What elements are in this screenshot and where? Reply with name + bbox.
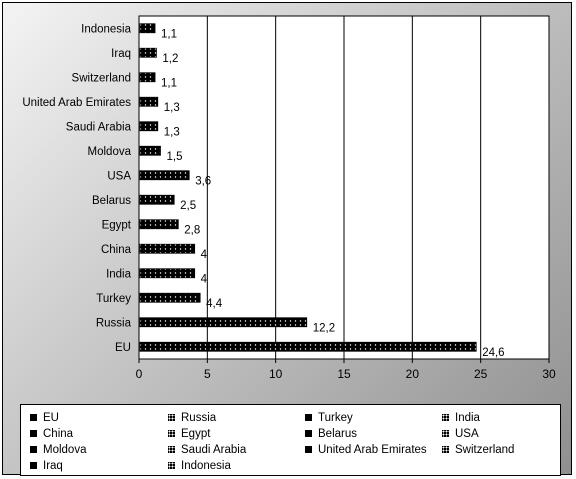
legend-swatch (305, 446, 312, 453)
legend-label: India (455, 412, 480, 424)
legend-swatch (442, 446, 449, 453)
legend-item: Switzerland (442, 443, 514, 457)
bars (139, 23, 477, 352)
data-label: 1,2 (162, 53, 178, 65)
data-label: 2,5 (180, 200, 196, 212)
legend-label: Russia (181, 412, 217, 424)
data-label: 12,2 (313, 322, 335, 334)
category-label: China (101, 244, 132, 256)
data-label: 3,6 (195, 175, 211, 187)
legend-label: Egypt (181, 428, 211, 440)
legend-item: United Arab Emirates (305, 443, 427, 457)
data-label: 1,1 (161, 28, 177, 40)
category-label: Saudi Arabia (66, 121, 132, 133)
legend-swatch (30, 430, 37, 437)
x-tick-label: 25 (474, 367, 488, 381)
legend-label: Iraq (43, 460, 63, 472)
legend-swatch (168, 446, 175, 453)
legend-item: Iraq (30, 459, 63, 473)
legend-item: China (30, 427, 73, 441)
legend: EU Russia Turkey India China Egypt Belarus USA M… (20, 404, 561, 476)
legend-label: United Arab Emirates (318, 444, 427, 456)
legend-label: Saudi Arabia (181, 444, 247, 456)
category-label: Switzerland (72, 72, 131, 84)
legend-item: Turkey (305, 411, 353, 425)
legend-item: Egypt (168, 427, 210, 441)
category-label: Moldova (88, 146, 132, 158)
x-tick-label: 5 (204, 367, 211, 381)
legend-swatch (168, 462, 175, 469)
bar (139, 145, 161, 156)
category-labels: EU Russia Turkey India China Egypt Belarus USA M… (22, 23, 131, 354)
legend-label: Indonesia (181, 460, 231, 472)
chart-frame: EU Russia Turkey India China Egypt Belarus USA M… (2, 2, 572, 476)
bar (139, 194, 175, 205)
bar (139, 72, 156, 83)
legend-swatch (442, 414, 449, 421)
legend-item: EU (30, 411, 59, 425)
data-label: 1,5 (167, 151, 183, 163)
legend-label: China (43, 428, 74, 440)
legend-item: Belarus (305, 427, 357, 441)
category-label: India (106, 268, 132, 280)
legend-label: USA (455, 428, 479, 440)
legend-label: Turkey (318, 412, 353, 424)
legend-item: India (442, 411, 480, 425)
legend-label: Switzerland (455, 444, 515, 456)
legend-swatch (168, 414, 175, 421)
legend-item: Moldova (30, 443, 86, 457)
category-label: Russia (96, 317, 132, 329)
category-label: United Arab Emirates (22, 97, 131, 109)
legend-item: Indonesia (168, 459, 231, 473)
legend-item: Russia (168, 411, 216, 425)
category-label: Indonesia (81, 23, 131, 35)
data-label: 1,3 (164, 102, 180, 114)
legend-item: USA (442, 427, 479, 441)
category-label: Turkey (96, 293, 131, 305)
data-label: 24,6 (482, 347, 504, 359)
category-label: Iraq (111, 48, 131, 60)
category-label: USA (107, 170, 131, 182)
data-labels: 24,6 12,2 4,4 4 4 2,8 2,5 3,6 1,5 1,3 1,3 1,1 1,2 1,1 (161, 28, 505, 359)
category-label: Egypt (102, 219, 132, 231)
bar (139, 121, 159, 132)
bar (139, 219, 179, 230)
data-label: 2,8 (184, 224, 200, 236)
bar (139, 292, 201, 303)
x-tick-label: 30 (542, 367, 556, 381)
data-label: 4,4 (206, 298, 223, 310)
x-axis-ticks: 0 5 10 15 20 25 30 (136, 359, 556, 381)
legend-swatch (30, 446, 37, 453)
x-tick-label: 10 (269, 367, 283, 381)
bar (139, 47, 157, 58)
category-label: Belarus (92, 195, 131, 207)
data-label: 4 (201, 273, 208, 285)
legend-swatch (442, 430, 449, 437)
bar (139, 317, 308, 328)
gridlines (206, 16, 482, 359)
bar (139, 268, 196, 279)
legend-swatch (30, 462, 37, 469)
x-tick-label: 0 (136, 367, 143, 381)
legend-swatch (305, 414, 312, 421)
x-tick-label: 15 (337, 367, 351, 381)
bar (139, 170, 190, 181)
legend-swatch (168, 430, 175, 437)
bar (139, 23, 156, 34)
bar-chart: EU Russia Turkey India China Egypt Belarus USA M… (22, 15, 556, 381)
legend-label: Moldova (43, 444, 87, 456)
data-label: 1,1 (161, 77, 177, 89)
category-label: EU (115, 342, 131, 354)
data-label: 4 (201, 249, 208, 261)
legend-swatch (305, 430, 312, 437)
bar (139, 243, 196, 254)
legend-swatch (30, 414, 37, 421)
bar (139, 341, 477, 352)
data-label: 1,3 (164, 126, 180, 138)
legend-item: Saudi Arabia (168, 443, 246, 457)
x-tick-label: 20 (406, 367, 420, 381)
bar (139, 96, 159, 107)
legend-label: Belarus (318, 428, 357, 440)
legend-label: EU (43, 412, 59, 424)
